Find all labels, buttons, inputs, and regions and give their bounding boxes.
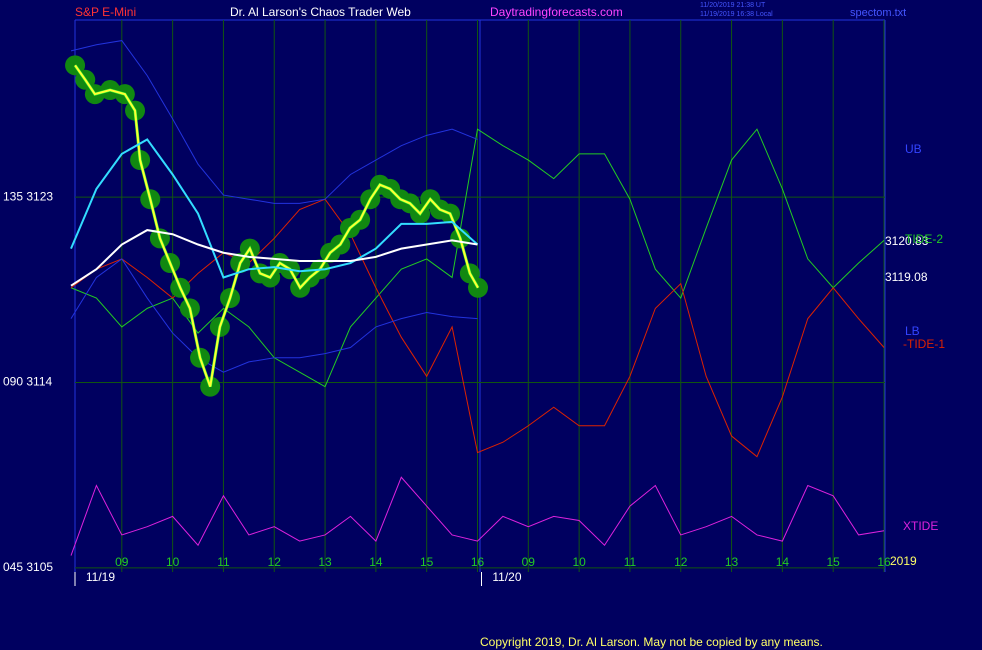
series-line — [70, 128, 885, 388]
site: Daytradingforecasts.com — [490, 5, 623, 19]
right-label: XTIDE — [903, 519, 938, 533]
right-label: TIDE-2 — [905, 232, 943, 246]
x-tick-label: 09 — [522, 555, 536, 569]
x-tick-label: 11 — [624, 555, 637, 569]
x-tick-label: 15 — [827, 555, 841, 569]
x-tick-label: 09 — [115, 555, 129, 569]
right-label: LB — [905, 324, 920, 338]
x-tick-label: 13 — [318, 555, 332, 569]
time-ut: 11/20/2019 21:38 UT — [700, 2, 766, 9]
x-tick-label: 13 — [725, 555, 739, 569]
x-tick-label: 12 — [268, 555, 282, 569]
right-label: -TIDE-1 — [903, 337, 945, 351]
right-label: 3120.83 — [885, 234, 929, 248]
right-label: 2019 — [890, 554, 917, 568]
y-tick-label: 045 3105 — [3, 560, 53, 574]
right-label: 3119.08 — [885, 270, 928, 284]
file-name: spectom.txt — [850, 7, 906, 19]
date-label: 11/20 — [492, 570, 521, 584]
series-line — [70, 198, 885, 458]
y-tick-label: 090 3114 — [3, 375, 52, 389]
series-line — [74, 64, 479, 387]
series-line — [70, 229, 478, 287]
x-tick-label: 16 — [877, 555, 891, 569]
x-tick-label: 12 — [674, 555, 688, 569]
y-tick-label: 135 3123 — [3, 189, 53, 203]
copyright: Copyright 2019, Dr. Al Larson. May not b… — [480, 635, 823, 649]
time-local: 11/19/2019 16:38 Local — [700, 11, 773, 18]
series-line — [70, 258, 478, 373]
x-tick-label: 10 — [166, 555, 180, 569]
site-title: Dr. Al Larson's Chaos Trader Web — [230, 5, 411, 19]
series-line — [70, 40, 478, 204]
x-tick-label: 14 — [369, 555, 383, 569]
x-tick-label: 14 — [776, 555, 790, 569]
series-line — [70, 138, 479, 279]
x-tick-label: 10 — [572, 555, 586, 569]
x-tick-label: 16 — [471, 555, 485, 569]
date-label: 11/19 — [86, 570, 115, 584]
symbol: S&P E-Mini — [75, 5, 136, 19]
right-label: UB — [905, 142, 922, 156]
x-tick-label: 11 — [217, 555, 230, 569]
series-line — [70, 476, 885, 556]
x-tick-label: 15 — [420, 555, 434, 569]
